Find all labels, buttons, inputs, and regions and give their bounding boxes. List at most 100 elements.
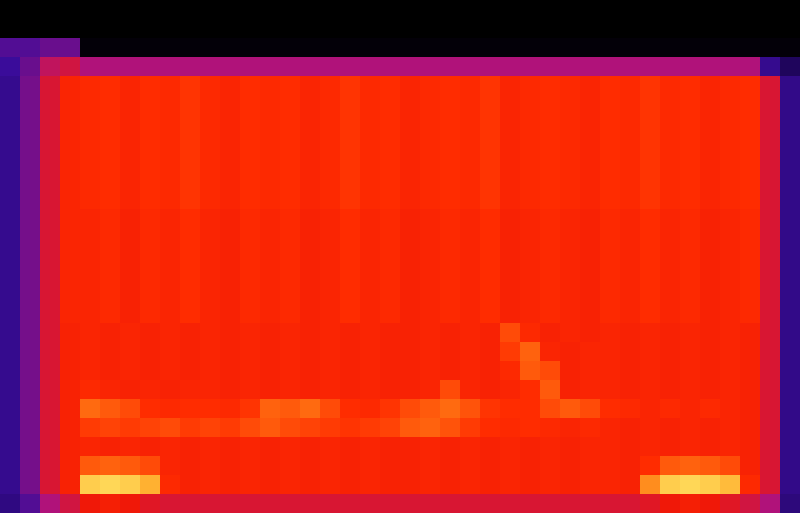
heatmap-cell [220,171,241,191]
heatmap-cell [660,399,681,419]
heatmap-cell [460,152,481,172]
heatmap-cell [600,171,621,191]
heatmap-cell [340,190,361,210]
heatmap-cell [760,76,781,96]
heatmap-cell [660,95,681,115]
heatmap-cell [300,209,321,229]
heatmap-cell [540,437,561,457]
heatmap-cell [400,0,421,20]
heatmap-cell [760,152,781,172]
heatmap-cell [260,19,281,39]
heatmap-cell [400,190,421,210]
heatmap-cell [500,456,521,476]
heatmap-cell [160,304,181,324]
heatmap-cell [780,190,800,210]
heatmap-cell [0,19,21,39]
heatmap-cell [20,19,41,39]
heatmap-cell [160,266,181,286]
heatmap-cell [420,38,441,58]
heatmap-cell [260,361,281,381]
heatmap-cell [100,437,121,457]
heatmap-cell [60,114,81,134]
heatmap-cell [620,380,641,400]
heatmap-cell [120,38,141,58]
heatmap-cell [200,95,221,115]
heatmap-cell [80,399,101,419]
heatmap-cell [500,228,521,248]
heatmap-cell [620,399,641,419]
heatmap-cell [600,247,621,267]
heatmap-cell [140,437,161,457]
heatmap-cell [140,380,161,400]
heatmap-cell [260,399,281,419]
heatmap-cell [740,475,761,495]
heatmap-cell [140,494,161,513]
heatmap-cell [560,171,581,191]
heatmap-cell [420,57,441,77]
heatmap-cell [700,494,721,513]
heatmap-cell [140,57,161,77]
heatmap-cell [640,342,661,362]
heatmap-cell [560,152,581,172]
heatmap-cell [340,133,361,153]
heatmap-cell [500,95,521,115]
heatmap-cell [100,494,121,513]
heatmap-cell [120,209,141,229]
heatmap-cell [440,19,461,39]
heatmap-cell [520,190,541,210]
heatmap-cell [500,399,521,419]
heatmap-cell [220,475,241,495]
heatmap-cell [500,380,521,400]
heatmap-cell [140,0,161,20]
heatmap-cell [620,209,641,229]
heatmap-cell [780,133,800,153]
heatmap-cell [200,209,221,229]
heatmap-cell [540,418,561,438]
heatmap-cell [140,266,161,286]
heatmap-cell [460,475,481,495]
heatmap-cell [20,266,41,286]
heatmap-cell [660,209,681,229]
heatmap-cell [160,57,181,77]
heatmap-cell [660,380,681,400]
heatmap-cell [640,380,661,400]
heatmap-cell [240,323,261,343]
heatmap-cell [140,171,161,191]
heatmap-cell [180,266,201,286]
heatmap-cell [120,437,141,457]
heatmap-cell [520,171,541,191]
heatmap-cell [480,361,501,381]
heatmap-cell [0,247,21,267]
heatmap-cell [320,0,341,20]
heatmap-cell [240,437,261,457]
heatmap-cell [620,304,641,324]
heatmap-cell [480,95,501,115]
heatmap-cell [720,209,741,229]
heatmap-cell [360,399,381,419]
heatmap-cell [640,399,661,419]
heatmap-cell [780,437,800,457]
heatmap-cell [200,361,221,381]
heatmap-cell [560,266,581,286]
heatmap-cell [620,114,641,134]
heatmap-cell [720,57,741,77]
heatmap-cell [180,76,201,96]
heatmap-cell [620,418,641,438]
heatmap-cell [420,361,441,381]
heatmap-cell [520,323,541,343]
heatmap-cell [760,456,781,476]
heatmap-cell [720,380,741,400]
heatmap-cell [100,190,121,210]
heatmap-cell [60,494,81,513]
heatmap-cell [60,19,81,39]
heatmap-cell [600,266,621,286]
heatmap-cell [160,114,181,134]
heatmap-cell [320,399,341,419]
heatmap-cell [80,418,101,438]
heatmap-cell [260,76,281,96]
heatmap-cell [80,228,101,248]
heatmap-cell [120,399,141,419]
heatmap-cell [580,0,601,20]
heatmap-cell [680,95,701,115]
heatmap-cell [120,380,141,400]
